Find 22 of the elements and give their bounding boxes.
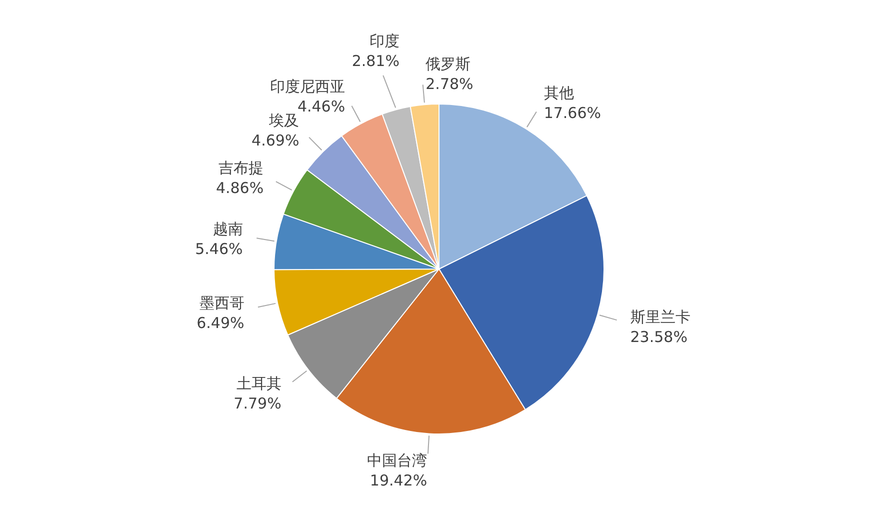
data-label: 17.66% [544,104,602,122]
data-label: 4.69% [252,131,300,150]
slice-label: 墨西哥 [199,294,244,312]
slice-label: 印度尼西亚 [270,78,346,96]
slice-label: 斯里兰卡 [630,308,690,326]
slice-label: 中国台湾 [367,452,428,470]
data-label: 4.86% [216,179,264,197]
data-label: 6.49% [196,314,244,332]
data-label: 4.46% [297,98,346,116]
slice-label: 土耳其 [236,374,282,392]
data-label: 5.46% [195,240,243,258]
slice-label: 吉布提 [218,159,264,177]
data-label: 2.81% [352,52,400,70]
data-label: 2.78% [426,74,474,93]
data-label: 19.42% [370,472,428,490]
slice-label: 俄罗斯 [426,54,471,73]
slice-label: 其他 [544,84,574,102]
slice-label: 印度 [369,32,400,50]
slice-label: 越南 [212,220,243,238]
data-label: 23.58% [630,328,688,346]
slice-label: 埃及 [268,111,300,130]
data-label: 7.79% [234,394,282,412]
